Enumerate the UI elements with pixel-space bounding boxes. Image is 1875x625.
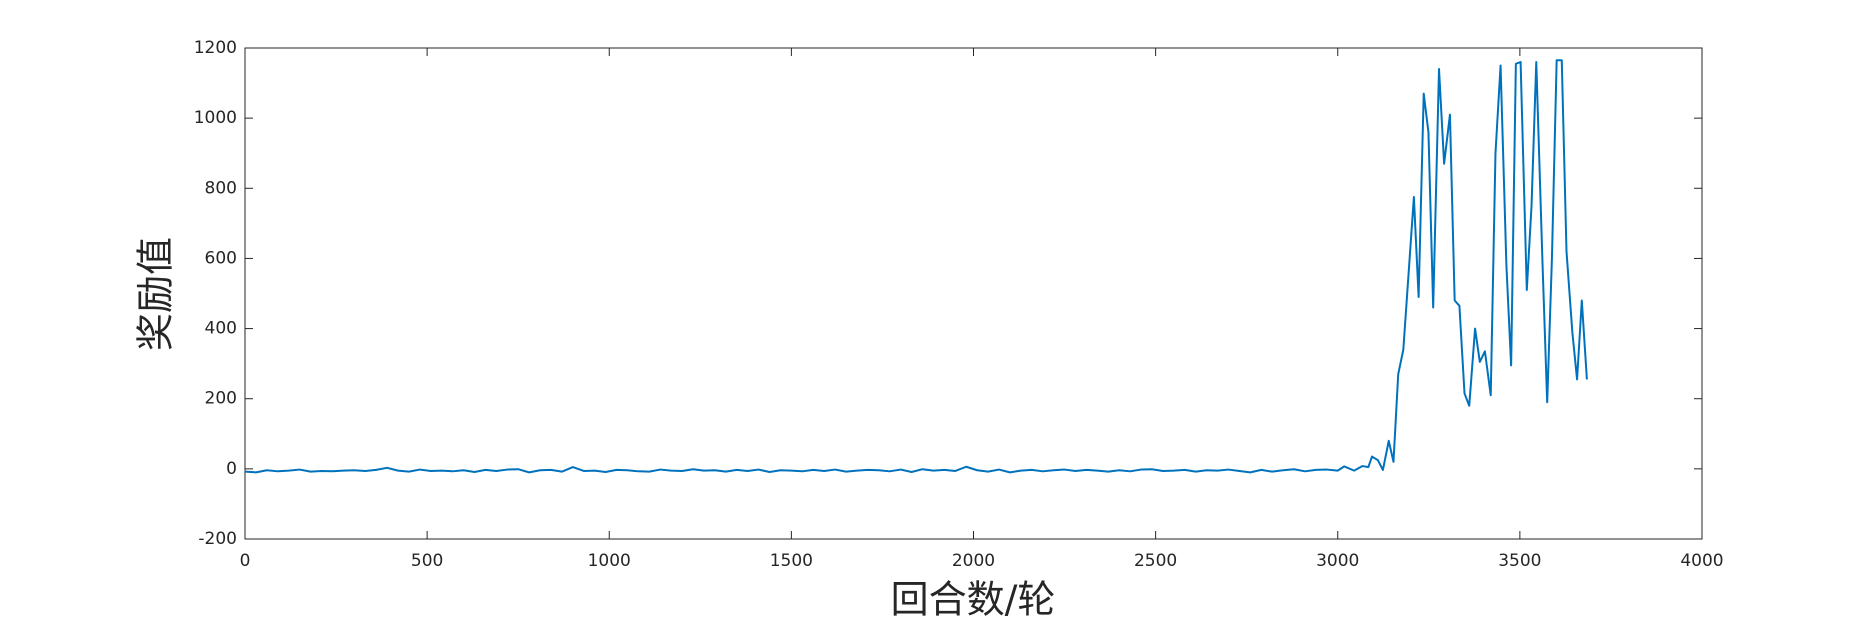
x-tick-label: 0 xyxy=(240,551,251,571)
y-axis-label: 奖励值 xyxy=(134,237,178,351)
y-tick-label: -200 xyxy=(198,529,237,549)
x-tick-label: 1500 xyxy=(770,551,813,571)
x-tick-label: 2000 xyxy=(952,551,995,571)
y-tick-label: 200 xyxy=(205,389,237,409)
x-tick-label: 1000 xyxy=(588,551,631,571)
data-line xyxy=(244,59,1588,474)
x-tick-label: 2500 xyxy=(1134,551,1177,571)
x-tick-label: 3500 xyxy=(1498,551,1541,571)
x-tick-label: 3000 xyxy=(1316,551,1359,571)
y-tick-label: 800 xyxy=(205,178,237,198)
plot-frame xyxy=(244,47,1703,540)
y-tick-label: 0 xyxy=(226,459,237,479)
x-tick-label: 4000 xyxy=(1680,551,1723,571)
x-tick-label: 500 xyxy=(411,551,443,571)
y-tick-label: 1000 xyxy=(194,108,237,128)
x-axis-label: 回合数/轮 xyxy=(891,578,1056,622)
y-tick-label: 1200 xyxy=(194,38,237,58)
y-tick-label: 400 xyxy=(205,319,237,339)
y-tick-label: 600 xyxy=(205,248,237,268)
